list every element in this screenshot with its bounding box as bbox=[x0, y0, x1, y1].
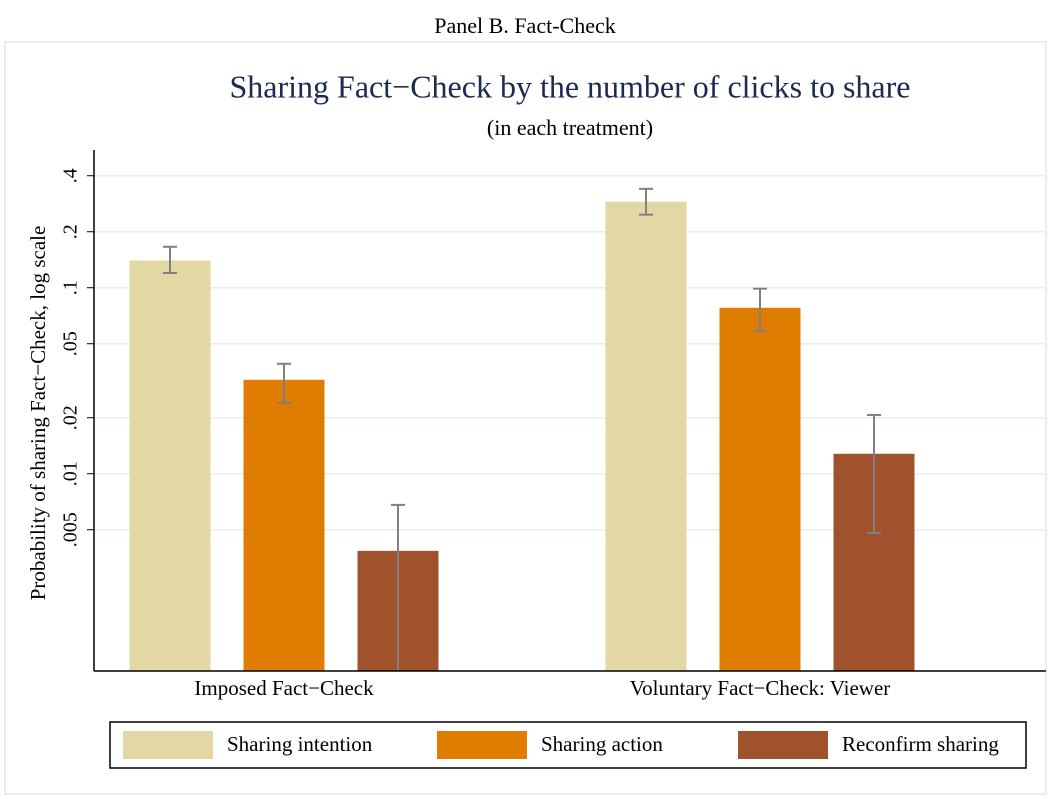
error-bar bbox=[753, 287, 767, 332]
legend-label: Reconfirm sharing bbox=[842, 732, 999, 756]
legend-swatch bbox=[738, 731, 828, 759]
y-tick-label: .2 bbox=[60, 224, 82, 239]
error-bar bbox=[163, 245, 177, 274]
y-tick-label: .005 bbox=[60, 512, 82, 547]
legend-swatch bbox=[123, 731, 213, 759]
y-tick-label: .01 bbox=[60, 461, 82, 486]
panel-label: Panel B. Fact-Check bbox=[434, 13, 615, 38]
x-tick-label: Imposed Fact−Check bbox=[194, 676, 374, 700]
y-tick-label: .05 bbox=[60, 331, 82, 356]
legend-box bbox=[109, 721, 1027, 769]
y-tick-label: .4 bbox=[60, 168, 82, 183]
legend-swatch bbox=[437, 731, 527, 759]
error-bar bbox=[277, 362, 291, 405]
bar bbox=[605, 201, 687, 671]
error-bar bbox=[867, 413, 881, 535]
y-axis-label: Probability of sharing Fact−Check, log s… bbox=[26, 226, 50, 601]
x-tick-label: Voluntary Fact−Check: Viewer bbox=[630, 676, 891, 700]
legend-label: Sharing intention bbox=[227, 732, 373, 756]
y-tick-label: .02 bbox=[60, 405, 82, 430]
chart-subtitle: (in each treatment) bbox=[487, 115, 653, 140]
error-bar bbox=[639, 187, 653, 216]
bar bbox=[129, 260, 211, 671]
legend-label: Sharing action bbox=[541, 732, 663, 756]
y-tick-label: .1 bbox=[60, 280, 82, 295]
chart-title: Sharing Fact−Check by the number of clic… bbox=[230, 68, 911, 104]
error-bar bbox=[391, 503, 405, 671]
bar bbox=[243, 379, 325, 671]
bar bbox=[719, 307, 801, 671]
